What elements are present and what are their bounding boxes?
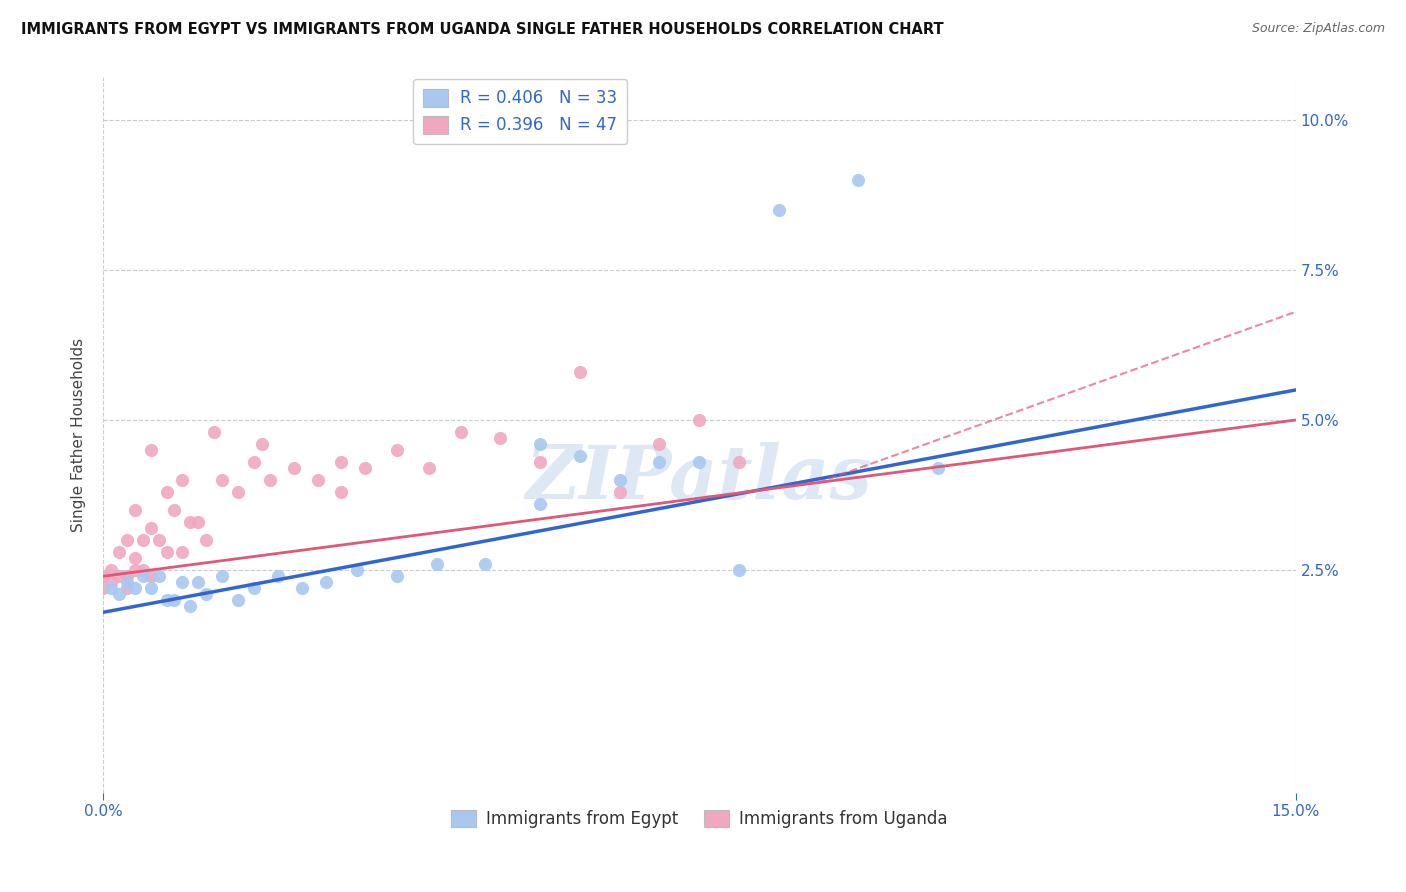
Point: [609, 473, 631, 487]
Point: [148, 533, 170, 548]
Point: [283, 461, 305, 475]
Point: [346, 563, 368, 577]
Point: [529, 437, 551, 451]
Point: [259, 473, 281, 487]
Point: [115, 569, 138, 583]
Point: [172, 473, 194, 487]
Point: [139, 569, 162, 583]
Point: [139, 521, 162, 535]
Point: [179, 515, 201, 529]
Point: [569, 365, 592, 379]
Point: [330, 455, 353, 469]
Point: [489, 431, 512, 445]
Point: [179, 599, 201, 614]
Point: [243, 582, 266, 596]
Point: [163, 593, 186, 607]
Point: [108, 569, 131, 583]
Point: [354, 461, 377, 475]
Point: [131, 569, 153, 583]
Point: [148, 569, 170, 583]
Point: [315, 575, 337, 590]
Point: [115, 582, 138, 596]
Point: [307, 473, 329, 487]
Point: [211, 473, 233, 487]
Point: [195, 587, 218, 601]
Point: [927, 461, 949, 475]
Point: [385, 443, 408, 458]
Point: [426, 558, 449, 572]
Point: [131, 563, 153, 577]
Point: [139, 582, 162, 596]
Point: [450, 425, 472, 439]
Point: [91, 569, 114, 583]
Point: [474, 558, 496, 572]
Legend: Immigrants from Egypt, Immigrants from Uganda: Immigrants from Egypt, Immigrants from U…: [444, 803, 953, 834]
Point: [100, 575, 122, 590]
Point: [728, 455, 751, 469]
Point: [108, 545, 131, 559]
Point: [115, 575, 138, 590]
Text: Source: ZipAtlas.com: Source: ZipAtlas.com: [1251, 22, 1385, 36]
Point: [195, 533, 218, 548]
Text: ZIPatlas: ZIPatlas: [526, 442, 873, 514]
Point: [124, 563, 146, 577]
Point: [115, 533, 138, 548]
Point: [291, 582, 314, 596]
Point: [243, 455, 266, 469]
Point: [768, 202, 790, 217]
Point: [569, 449, 592, 463]
Point: [139, 443, 162, 458]
Point: [155, 545, 177, 559]
Point: [226, 485, 249, 500]
Point: [124, 503, 146, 517]
Point: [155, 593, 177, 607]
Point: [100, 582, 122, 596]
Point: [211, 569, 233, 583]
Point: [187, 575, 209, 590]
Point: [226, 593, 249, 607]
Point: [418, 461, 440, 475]
Point: [108, 587, 131, 601]
Point: [267, 569, 290, 583]
Point: [648, 437, 671, 451]
Point: [846, 172, 869, 186]
Point: [330, 485, 353, 500]
Point: [250, 437, 273, 451]
Point: [688, 455, 710, 469]
Point: [529, 455, 551, 469]
Point: [385, 569, 408, 583]
Point: [202, 425, 225, 439]
Y-axis label: Single Father Households: Single Father Households: [72, 338, 86, 533]
Point: [609, 485, 631, 500]
Point: [688, 413, 710, 427]
Point: [172, 575, 194, 590]
Point: [163, 503, 186, 517]
Point: [124, 551, 146, 566]
Text: IMMIGRANTS FROM EGYPT VS IMMIGRANTS FROM UGANDA SINGLE FATHER HOUSEHOLDS CORRELA: IMMIGRANTS FROM EGYPT VS IMMIGRANTS FROM…: [21, 22, 943, 37]
Point: [131, 533, 153, 548]
Point: [124, 582, 146, 596]
Point: [172, 545, 194, 559]
Point: [648, 455, 671, 469]
Point: [100, 563, 122, 577]
Point: [155, 485, 177, 500]
Point: [728, 563, 751, 577]
Point: [529, 497, 551, 511]
Point: [187, 515, 209, 529]
Point: [91, 582, 114, 596]
